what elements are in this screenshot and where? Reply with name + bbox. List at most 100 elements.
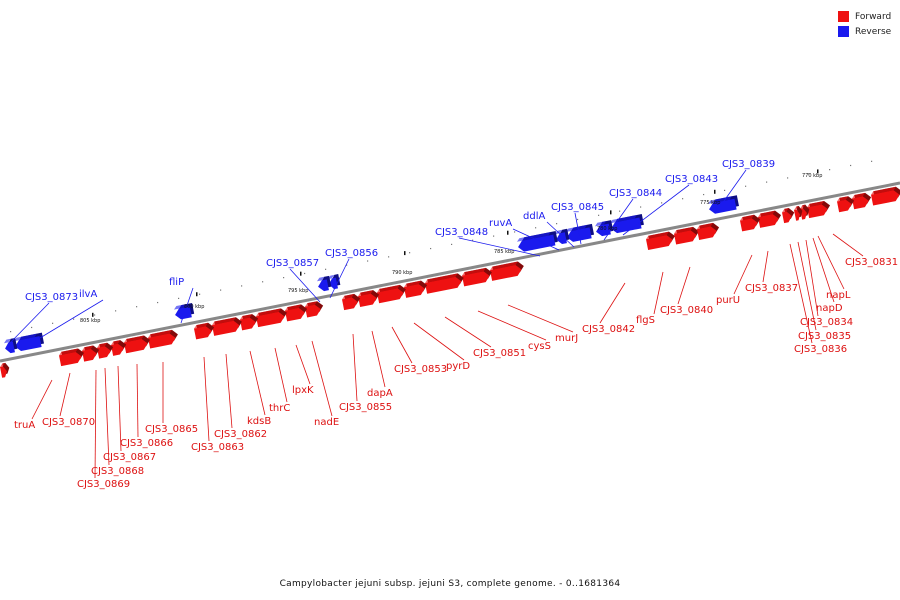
gene-label[interactable]: CJS3_0839	[722, 159, 775, 170]
axis-minor-tick	[241, 285, 243, 287]
gene-label[interactable]: CJS3_0857	[266, 258, 319, 269]
gene-label[interactable]: thrC	[269, 403, 290, 414]
gene-label[interactable]: fliP	[169, 277, 184, 288]
gene-label[interactable]: CJS3_0840	[660, 305, 713, 316]
gene-label[interactable]: CJS3_0848	[435, 227, 488, 238]
gene-label[interactable]: CJS3_0865	[145, 424, 198, 435]
gene-edge-fragment[interactable]	[0, 362, 11, 378]
leader-line	[59, 372, 71, 417]
gene-CJS3_0851[interactable]	[461, 267, 493, 287]
leader-line	[599, 282, 626, 324]
gene-CJS3_0870[interactable]	[81, 345, 100, 362]
gene-label[interactable]: purU	[716, 295, 740, 306]
axis-major-tick	[507, 230, 509, 235]
gene-pyrD[interactable]	[424, 272, 465, 294]
genome-axis	[0, 181, 900, 363]
axis-minor-tick	[535, 227, 537, 229]
gene-CJS3_0869[interactable]	[96, 342, 114, 359]
leader-line	[733, 254, 753, 295]
gene-label[interactable]: CJS3_0843	[665, 174, 718, 185]
gene-CJS3_0831[interactable]	[870, 186, 900, 206]
gene-label[interactable]: lpxK	[292, 385, 314, 396]
axis-minor-tick	[556, 223, 558, 225]
gene-label[interactable]: CJS3_0836	[794, 344, 847, 355]
gene-CJS3_0857[interactable]	[316, 275, 332, 292]
leader-line	[29, 299, 104, 345]
gene-CJS3_0865[interactable]	[193, 322, 215, 340]
gene-label[interactable]: CJS3_0867	[103, 452, 156, 463]
gene-label[interactable]: ilvA	[79, 289, 97, 300]
gene-CJS3_0837[interactable]	[781, 207, 795, 224]
gene-label[interactable]: cysS	[528, 341, 551, 352]
gene-CJS3_0868[interactable]	[110, 339, 127, 356]
scale-label-800: 800 kbp	[184, 304, 204, 310]
gene-label[interactable]: flgS	[636, 315, 655, 326]
gene-CJS3_0842[interactable]	[696, 222, 720, 240]
gene-label[interactable]: CJS3_0869	[77, 479, 130, 490]
axis-minor-tick	[367, 260, 369, 262]
gene-label[interactable]: CJS3_0837	[745, 283, 798, 294]
gene-ruvA[interactable]	[516, 231, 558, 252]
gene-CJS3_0844[interactable]	[594, 220, 614, 237]
legend-reverse-label: Reverse	[855, 26, 892, 37]
gene-truA[interactable]	[58, 348, 85, 367]
gene-thrC[interactable]	[284, 303, 308, 322]
gene-label[interactable]: ruvA	[489, 218, 512, 229]
gene-flgS[interactable]	[673, 226, 700, 245]
gene-kdsB[interactable]	[255, 307, 288, 328]
gene-label[interactable]: CJS3_0842	[582, 324, 635, 335]
gene-CJS3_0839[interactable]	[707, 195, 739, 215]
gene-label[interactable]: dapA	[367, 388, 393, 399]
gene-cysS[interactable]	[489, 261, 525, 281]
gene-label[interactable]: CJS3_0831	[845, 257, 898, 268]
gene-CJS3_0836[interactable]	[793, 205, 804, 221]
gene-CJS3_0843[interactable]	[609, 214, 644, 234]
gene-CJS3_0845[interactable]	[565, 223, 595, 243]
gene-label[interactable]: CJS3_0870	[42, 417, 95, 428]
gene-CJS3_0862[interactable]	[239, 313, 259, 331]
gene-CJS3_0855[interactable]	[357, 289, 380, 307]
axis-minor-tick	[115, 310, 117, 312]
gene-label[interactable]: CJS3_0863	[191, 442, 244, 453]
gene-CJS3_0863[interactable]	[211, 316, 243, 336]
gene-label[interactable]: CJS3_0855	[339, 402, 392, 413]
gene-label[interactable]: CJS3_0853	[394, 364, 447, 375]
gene-CJS3_0866[interactable]	[147, 329, 179, 349]
gene-label[interactable]: kdsB	[247, 416, 271, 427]
gene-CJS3_0867[interactable]	[123, 334, 151, 354]
gene-CJS3_0873[interactable]	[3, 337, 18, 354]
gene-label[interactable]: CJS3_0873	[25, 292, 78, 303]
gene-label[interactable]: pyrD	[446, 361, 470, 372]
gene-CJS3_0853[interactable]	[403, 280, 428, 298]
gene-napD[interactable]	[836, 195, 855, 213]
gene-ddlA[interactable]	[554, 228, 570, 245]
gene-nadE[interactable]	[341, 293, 361, 311]
gene-label[interactable]: CJS3_0845	[551, 202, 604, 213]
axis-minor-tick	[808, 173, 810, 175]
gene-label[interactable]: CJS3_0844	[609, 188, 662, 199]
gene-label[interactable]: napL	[826, 290, 851, 301]
gene-label[interactable]: CJS3_0834	[800, 317, 853, 328]
gene-label[interactable]: CJS3_0851	[473, 348, 526, 359]
leader-line	[653, 271, 664, 315]
gene-napL[interactable]	[851, 192, 872, 210]
gene-label[interactable]: napD	[816, 303, 843, 314]
gene-dapA[interactable]	[376, 284, 407, 304]
gene-label[interactable]: CJS3_0856	[325, 248, 378, 259]
gene-label[interactable]: CJS3_0866	[120, 438, 173, 449]
gene-label[interactable]: CJS3_0862	[214, 429, 267, 440]
scale-label-785: 785 kbp	[494, 249, 514, 255]
gene-label[interactable]: nadE	[314, 417, 339, 428]
gene-ilvA[interactable]	[13, 332, 45, 352]
gene-CJS3_0840[interactable]	[739, 214, 761, 232]
gene-CJS3_0834[interactable]	[806, 200, 831, 219]
gene-label[interactable]: CJS3_0835	[798, 331, 851, 342]
gene-purU[interactable]	[757, 210, 782, 228]
gene-label[interactable]: ddlA	[523, 211, 545, 222]
gene-label[interactable]: murJ	[555, 333, 578, 344]
gene-label[interactable]: CJS3_0868	[91, 466, 144, 477]
gene-CJS3_0856[interactable]	[327, 274, 341, 290]
gene-label[interactable]: truA	[14, 420, 35, 431]
gene-lpxK[interactable]	[304, 300, 324, 318]
gene-murJ[interactable]	[645, 231, 676, 251]
